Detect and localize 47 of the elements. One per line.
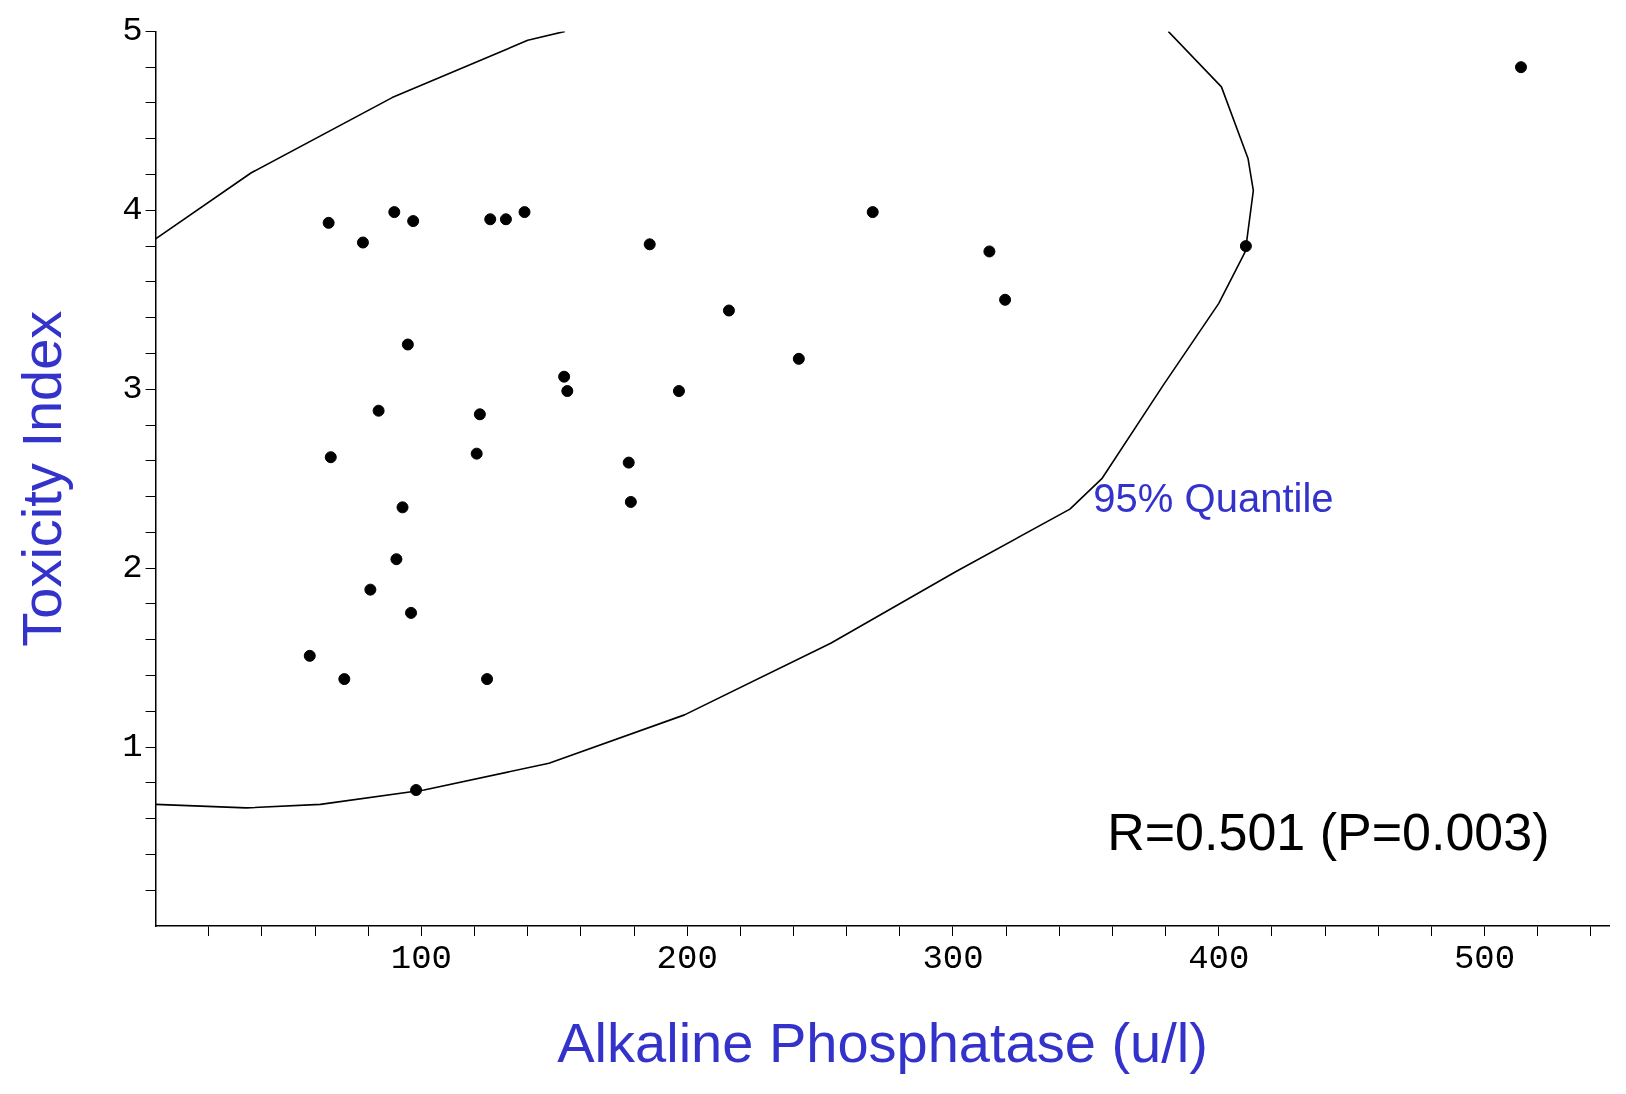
series-label: 95% Quantile [1093,476,1334,521]
x-tick-label: 100 [390,940,453,979]
y-tick-label: 3 [122,370,143,409]
point [481,673,494,686]
point [643,238,656,251]
annotation: R=0.501 (P=0.003) [1107,803,1550,862]
point [1239,240,1252,253]
point [792,352,805,365]
point [558,370,571,383]
point [324,451,337,464]
point [983,245,996,258]
point [722,304,735,317]
point [473,408,486,421]
point [407,215,420,228]
point [622,456,635,469]
point [388,206,401,219]
point [364,583,377,596]
y-axis-title: Toxicity Index [10,310,74,647]
x-axis-title: Alkaline Phosphatase (u/l) [557,1010,1208,1074]
point [303,649,316,662]
x-tick-label: 500 [1453,940,1516,979]
point [322,216,335,229]
point [405,606,418,619]
y-tick-label: 1 [122,728,143,767]
point [499,213,512,226]
x-tick-label: 400 [1188,940,1250,979]
point [470,447,483,460]
point [999,293,1012,306]
point [484,213,497,226]
point [624,495,637,508]
y-tick-label: 2 [122,549,143,588]
point [672,385,685,398]
point [390,553,403,566]
y-tick-label: 4 [122,191,143,230]
x-tick-label: 300 [922,940,984,979]
point [518,206,531,219]
x-tick-label: 200 [656,940,718,979]
point [1514,61,1527,74]
point [396,501,409,514]
y-tick-label: 5 [122,12,143,51]
point [401,338,414,351]
point [372,404,385,417]
point [561,385,574,398]
point [356,236,369,249]
point [866,206,879,219]
point [410,784,423,797]
point [338,673,351,686]
